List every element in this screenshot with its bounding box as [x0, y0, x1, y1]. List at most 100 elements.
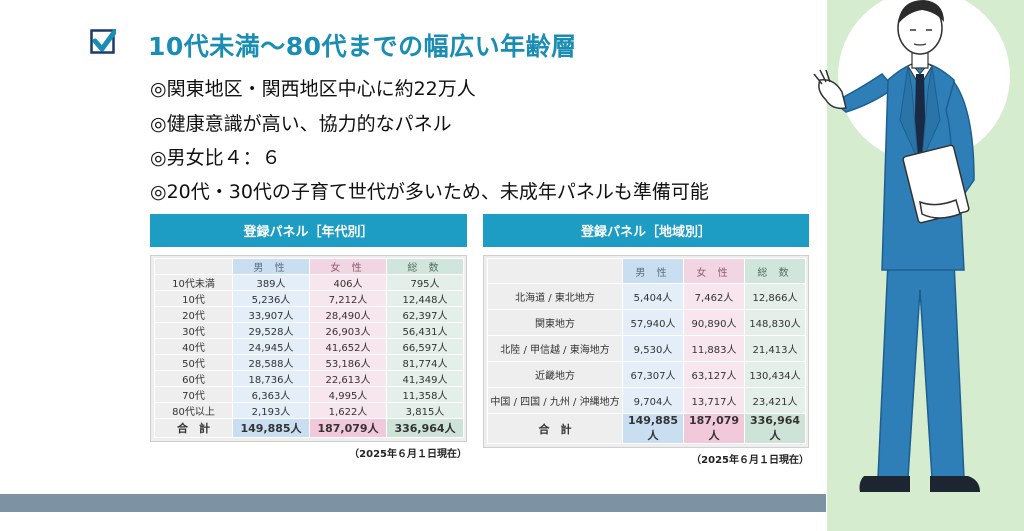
- total-value: 62,397人: [386, 306, 464, 323]
- male-value: 33,907人: [232, 306, 310, 323]
- age-table-title: 登録パネル［年代別］: [150, 214, 467, 247]
- female-value: 406人: [309, 274, 387, 291]
- male-total: 149,885人: [622, 413, 684, 444]
- female-value: 1,622人: [309, 402, 387, 419]
- header-empty-cell: [487, 258, 623, 284]
- total-value: 81,774人: [386, 354, 464, 371]
- row-label: 80代以上: [154, 402, 233, 419]
- male-value: 9,704人: [622, 387, 684, 414]
- row-label: 北陸 / 甲信越 / 東海地方: [487, 335, 623, 362]
- male-value: 57,940人: [622, 309, 684, 336]
- female-value: 13,717人: [683, 387, 745, 414]
- female-value: 22,613人: [309, 370, 387, 387]
- age-table: 男 性 女 性 総 数 10代未満 389人 406人 795人 10代 5,2…: [154, 258, 464, 438]
- total-value: 11,358人: [386, 386, 464, 403]
- female-total: 187,079人: [309, 418, 387, 438]
- row-label: 北海道 / 東北地方: [487, 283, 623, 310]
- table-row: 北陸 / 甲信越 / 東海地方 9,530人 11,883人 21,413人: [487, 335, 806, 362]
- total-row: 合 計 149,885人 187,079人 336,964人: [487, 413, 806, 444]
- bottom-bar: [0, 494, 826, 512]
- total-value: 130,434人: [744, 361, 806, 388]
- total-value: 795人: [386, 274, 464, 291]
- row-label: 中国 / 四国 / 九州 / 沖縄地方: [487, 387, 623, 414]
- total-value: 66,597人: [386, 338, 464, 355]
- grand-total: 336,964人: [744, 413, 806, 444]
- bullet-item: ◎20代・30代の子育て世代が多いため、未成年パネルも準備可能: [150, 181, 709, 203]
- table-row: 40代 24,945人 41,652人 66,597人: [154, 338, 464, 355]
- table-row: 北海道 / 東北地方 5,404人 7,462人 12,866人: [487, 283, 806, 310]
- total-value: 3,815人: [386, 402, 464, 419]
- female-value: 63,127人: [683, 361, 745, 388]
- bullet-item: ◎男女比４：６: [150, 147, 281, 169]
- male-value: 5,236人: [232, 290, 310, 307]
- male-value: 67,307人: [622, 361, 684, 388]
- table-row: 10代未満 389人 406人 795人: [154, 274, 464, 291]
- row-label: 70代: [154, 386, 233, 403]
- bullet-item: ◎関東地区・関西地区中心に約22万人: [150, 78, 476, 100]
- businessman-illustration: [813, 0, 980, 492]
- grand-total: 336,964人: [386, 418, 464, 438]
- female-value: 53,186人: [309, 354, 387, 371]
- region-table: 男 性 女 性 総 数 北海道 / 東北地方 5,404人 7,462人 12,…: [487, 258, 806, 444]
- male-value: 29,528人: [232, 322, 310, 339]
- female-value: 26,903人: [309, 322, 387, 339]
- checkbox-checked-icon: [90, 29, 116, 54]
- male-value: 389人: [232, 274, 310, 291]
- total-value: 12,866人: [744, 283, 806, 310]
- headline: 10代未満～80代までの幅広い年齢層: [148, 32, 577, 61]
- total-row: 合 計 149,885人 187,079人 336,964人: [154, 418, 464, 438]
- as-of-date-note: （2025年６月１日現在）: [691, 455, 809, 466]
- row-label: 40代: [154, 338, 233, 355]
- header-male: 男 性: [232, 258, 310, 275]
- total-value: 21,413人: [744, 335, 806, 362]
- female-value: 90,890人: [683, 309, 745, 336]
- table-row: 中国 / 四国 / 九州 / 沖縄地方 9,704人 13,717人 23,42…: [487, 387, 806, 414]
- table-row: 近畿地方 67,307人 63,127人 130,434人: [487, 361, 806, 388]
- total-value: 12,448人: [386, 290, 464, 307]
- row-label: 10代: [154, 290, 233, 307]
- total-label: 合 計: [487, 413, 623, 444]
- total-value: 41,349人: [386, 370, 464, 387]
- header-total: 総 数: [386, 258, 464, 275]
- female-value: 4,995人: [309, 386, 387, 403]
- table-row: 50代 28,588人 53,186人 81,774人: [154, 354, 464, 371]
- row-label: 関東地方: [487, 309, 623, 336]
- male-value: 24,945人: [232, 338, 310, 355]
- table-row: 20代 33,907人 28,490人 62,397人: [154, 306, 464, 323]
- age-table-panel: 登録パネル［年代別］ 男 性 女 性 総 数 10代未満 389人 406人 7…: [150, 214, 467, 460]
- male-value: 6,363人: [232, 386, 310, 403]
- row-label: 30代: [154, 322, 233, 339]
- male-value: 9,530人: [622, 335, 684, 362]
- male-value: 18,736人: [232, 370, 310, 387]
- header-male: 男 性: [622, 258, 684, 284]
- female-total: 187,079人: [683, 413, 745, 444]
- female-value: 41,652人: [309, 338, 387, 355]
- row-label: 50代: [154, 354, 233, 371]
- row-label: 近畿地方: [487, 361, 623, 388]
- table-row: 70代 6,363人 4,995人 11,358人: [154, 386, 464, 403]
- female-value: 11,883人: [683, 335, 745, 362]
- male-total: 149,885人: [232, 418, 310, 438]
- female-value: 28,490人: [309, 306, 387, 323]
- age-table-box: 男 性 女 性 総 数 10代未満 389人 406人 795人 10代 5,2…: [150, 255, 467, 442]
- table-row: 30代 29,528人 26,903人 56,431人: [154, 322, 464, 339]
- header-female: 女 性: [309, 258, 387, 275]
- table-row: 60代 18,736人 22,613人 41,349人: [154, 370, 464, 387]
- female-value: 7,212人: [309, 290, 387, 307]
- region-table-panel: 登録パネル［地域別］ 男 性 女 性 総 数 北海道 / 東北地方 5,404人…: [483, 214, 809, 466]
- as-of-date-note: （2025年６月１日現在）: [349, 449, 467, 460]
- table-row: 関東地方 57,940人 90,890人 148,830人: [487, 309, 806, 336]
- male-value: 5,404人: [622, 283, 684, 310]
- total-value: 56,431人: [386, 322, 464, 339]
- row-label: 20代: [154, 306, 233, 323]
- total-value: 23,421人: [744, 387, 806, 414]
- total-label: 合 計: [154, 418, 233, 438]
- female-value: 7,462人: [683, 283, 745, 310]
- row-label: 60代: [154, 370, 233, 387]
- male-value: 28,588人: [232, 354, 310, 371]
- table-row: 10代 5,236人 7,212人 12,448人: [154, 290, 464, 307]
- row-label: 10代未満: [154, 274, 233, 291]
- header-total: 総 数: [744, 258, 806, 284]
- male-value: 2,193人: [232, 402, 310, 419]
- header-empty-cell: [154, 258, 233, 275]
